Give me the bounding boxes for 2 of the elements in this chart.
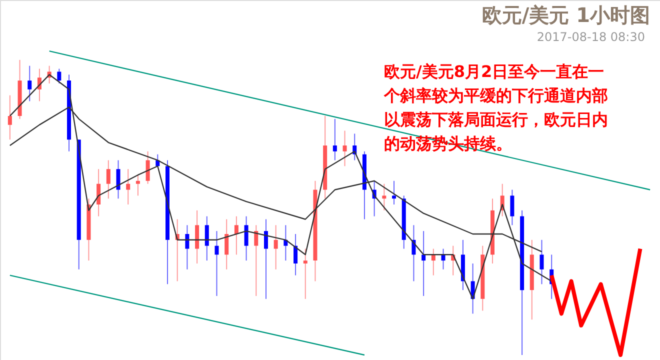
chart-subtitle: 2017-08-18 08:30 — [536, 30, 645, 44]
chart-title: 欧元/美元 1小时图 — [482, 3, 650, 27]
